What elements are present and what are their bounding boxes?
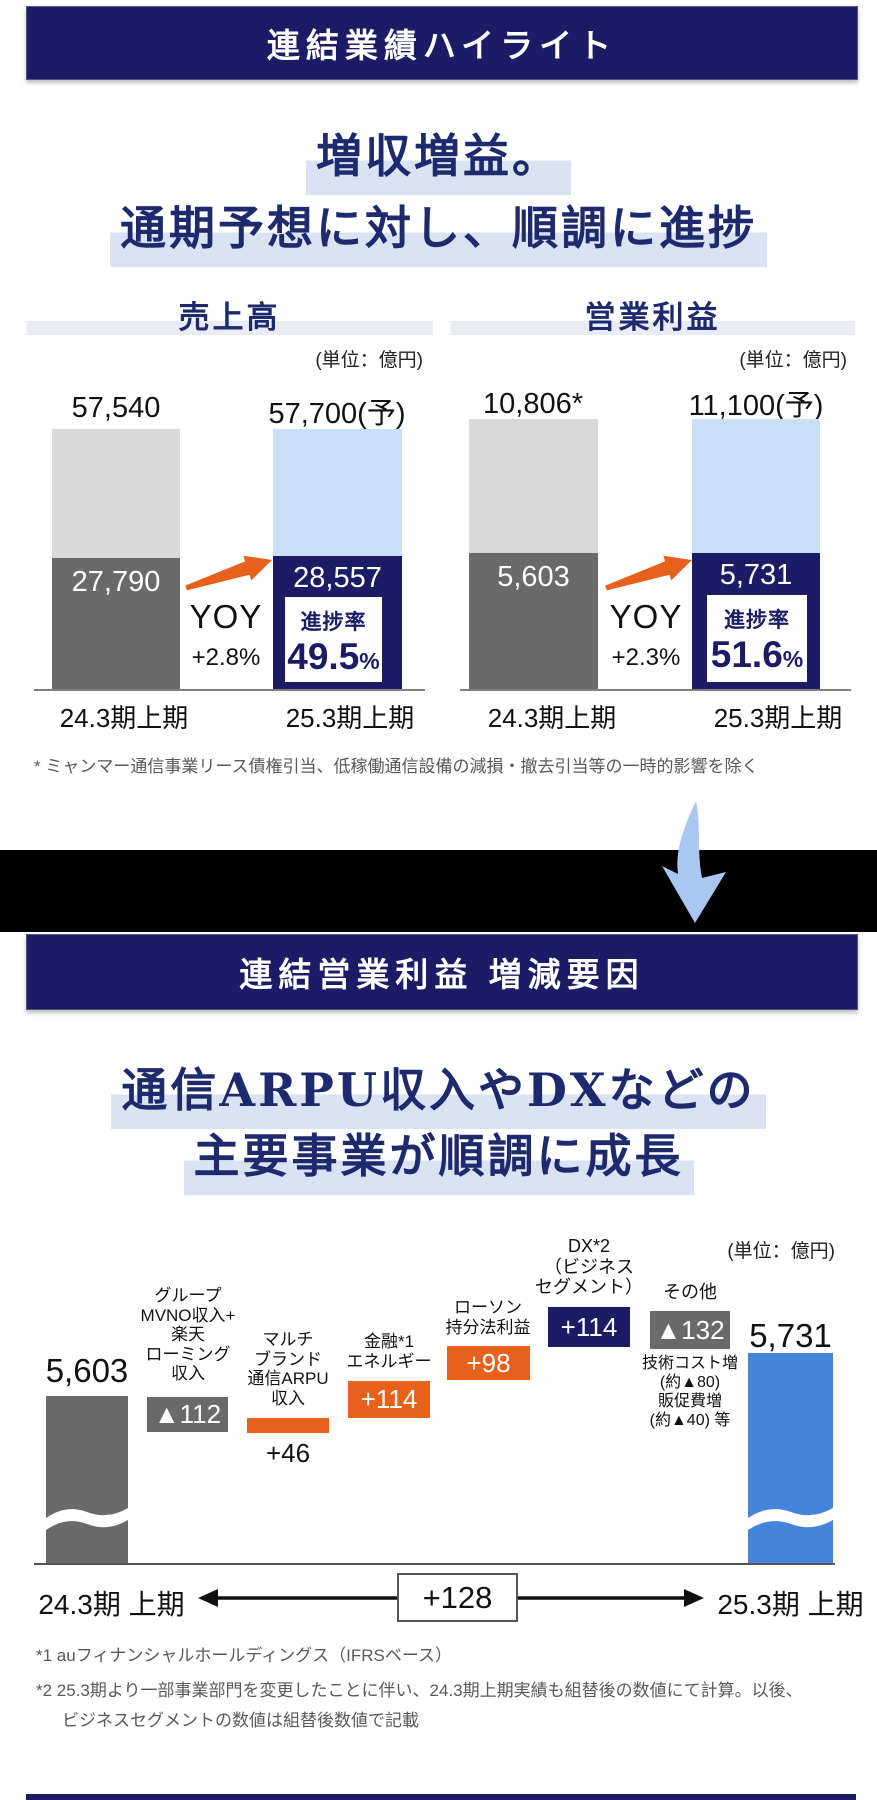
waterfall-item2-value: +46	[265, 1438, 311, 1468]
profit-unit-label: (単位：億円)	[739, 350, 847, 371]
revenue-current-h1-value: 28,557	[293, 562, 382, 594]
yoy-arrow-icon	[185, 555, 272, 591]
profit-chart-title: 営業利益	[584, 300, 721, 335]
axis-break-wave	[748, 1508, 833, 1530]
profit-prev-h1-value: 5,603	[497, 561, 570, 593]
revenue-prev-h1-value: 27,790	[71, 566, 161, 598]
profit-yoy: YOY +2.3%	[602, 598, 690, 672]
profit-yoy-value: +2.3%	[611, 644, 681, 671]
footnote-2: *2 25.3期より一部事業部門を変更したことに伴い、24.3期上期実績も組替後…	[36, 1681, 803, 1700]
next-section-banner-peek	[26, 1794, 856, 1800]
waterfall-item4-label: ローソン 持分法利益	[445, 1298, 531, 1337]
revenue-axis-line	[34, 689, 425, 691]
headline-line2-text: 通期予想に対し、順調に進捗	[110, 201, 767, 267]
profit-current-h1-value: 5,731	[719, 559, 793, 591]
net-change-arrows	[198, 1589, 704, 1607]
waterfall-item6-subnote: 技術コスト増 (約▲80) 販促費増 (約▲40) 等	[641, 1355, 738, 1429]
headline2-line2: 主要事業が順調に成長	[0, 1120, 877, 1195]
revenue-prev-total: 57,540	[71, 392, 161, 424]
waterfall-item6-label: その他	[663, 1282, 717, 1302]
waterfall-item1-label: グループ MVNO収入+ 楽天 ローミング 収入	[140, 1286, 236, 1383]
revenue-chart-title: 売上高	[178, 300, 281, 335]
net-change-value: +128	[422, 1579, 493, 1615]
revenue-progress-value: 49.5%	[287, 636, 380, 677]
footnote-1: *1 auフィナンシャルホールディングス（IFRSベース）	[36, 1646, 453, 1665]
headline-line1-text: 増収増益。	[306, 129, 571, 195]
profit-current-axis-label: 25.3期上期	[713, 703, 843, 733]
revenue-prev-bar-h1	[52, 558, 180, 690]
revenue-current-axis-label: 25.3期上期	[285, 703, 415, 733]
revenue-yoy-label: YOY	[189, 598, 263, 635]
headline-line2: 通期予想に対し、順調に進捗	[0, 192, 877, 267]
waterfall-item5-label: DX*2 （ビジネス セグメント）	[535, 1236, 643, 1297]
revenue-yoy: YOY +2.8%	[182, 598, 270, 672]
profit-progress-label: 進捗率	[724, 609, 790, 632]
down-arrow-icon	[662, 801, 726, 923]
revenue-forecast-total: 57,700(予)	[268, 398, 406, 430]
waterfall-item5-box: +114	[548, 1307, 630, 1347]
profit-progress-box: 進捗率 51.6%	[707, 595, 807, 682]
headline2-line1: 通信ARPU収入やDXなどの	[0, 1054, 877, 1129]
revenue-progress-label: 進捗率	[300, 611, 367, 634]
section-divider-band	[0, 850, 877, 932]
profit-yoy-label: YOY	[609, 598, 683, 635]
waterfall-start-value: 5,603	[45, 1352, 129, 1389]
profit-forecast-total: 11,100(予)	[688, 390, 824, 422]
waterfall-unit-label: (単位：億円)	[727, 1241, 835, 1262]
waterfall-start-bar	[46, 1396, 128, 1563]
waterfall-item3-label: 金融*1 エネルギー	[346, 1332, 432, 1371]
profit-prev-bar-h1	[469, 553, 598, 690]
section2-banner: 連結営業利益 増減要因	[26, 934, 858, 1010]
section1-banner: 連結業績ハイライト	[26, 6, 858, 80]
waterfall-item2-bar	[247, 1418, 329, 1433]
profit-prev-total: 10,806*	[483, 388, 583, 420]
profit-prev-axis-label: 24.3期上期	[487, 703, 617, 733]
profit-axis-line	[460, 689, 851, 691]
waterfall-baseline	[34, 1563, 835, 1565]
section1-banner-title: 連結業績ハイライト	[266, 27, 618, 64]
revenue-prev-axis-label: 24.3期上期	[59, 703, 189, 733]
waterfall-item3-box: +114	[348, 1381, 430, 1418]
section2-banner-title: 連結営業利益 増減要因	[239, 956, 645, 993]
net-change-box: +128	[397, 1573, 518, 1622]
waterfall-end-bar	[748, 1353, 833, 1563]
waterfall-start-axis-label: 24.3期 上期	[38, 1589, 185, 1620]
yoy-arrow-icon	[605, 555, 692, 591]
waterfall-item2-label: マルチ ブランド 通信ARPU 収入	[247, 1330, 329, 1408]
waterfall-end-axis-label: 25.3期 上期	[717, 1589, 864, 1620]
profit-title-band	[450, 321, 855, 335]
headline-line1: 増収増益。	[0, 120, 877, 195]
revenue-progress-box: 進捗率 49.5%	[285, 597, 382, 682]
axis-break-wave	[46, 1508, 128, 1530]
waterfall-item1-box: ▲112	[147, 1397, 228, 1432]
profit-prev-bar-upper	[469, 419, 598, 553]
waterfall-item6-box: ▲132	[650, 1311, 730, 1349]
headline2-line1-text: 通信ARPU収入やDXなどの	[111, 1063, 766, 1129]
footnote-2-continued: ビジネスセグメントの数値は組替後数値で記載	[62, 1711, 419, 1730]
profit-forecast-bar-upper	[692, 419, 820, 553]
revenue-yoy-value: +2.8%	[191, 644, 261, 671]
waterfall-end-value: 5,731	[749, 1317, 832, 1354]
revenue-forecast-bar-upper	[273, 429, 402, 556]
revenue-unit-label: (単位：億円)	[315, 350, 423, 371]
waterfall-item4-box: +98	[447, 1346, 530, 1380]
revenue-title-band	[26, 321, 433, 335]
headline2-line2-text: 主要事業が順調に成長	[183, 1129, 694, 1195]
profit-progress-value: 51.6%	[710, 634, 804, 675]
revenue-prev-bar-upper	[52, 429, 180, 558]
section1-footnote: * ミャンマー通信事業リース債権引当、低稼働通信設備の減損・撤去引当等の一時的影…	[34, 757, 759, 776]
